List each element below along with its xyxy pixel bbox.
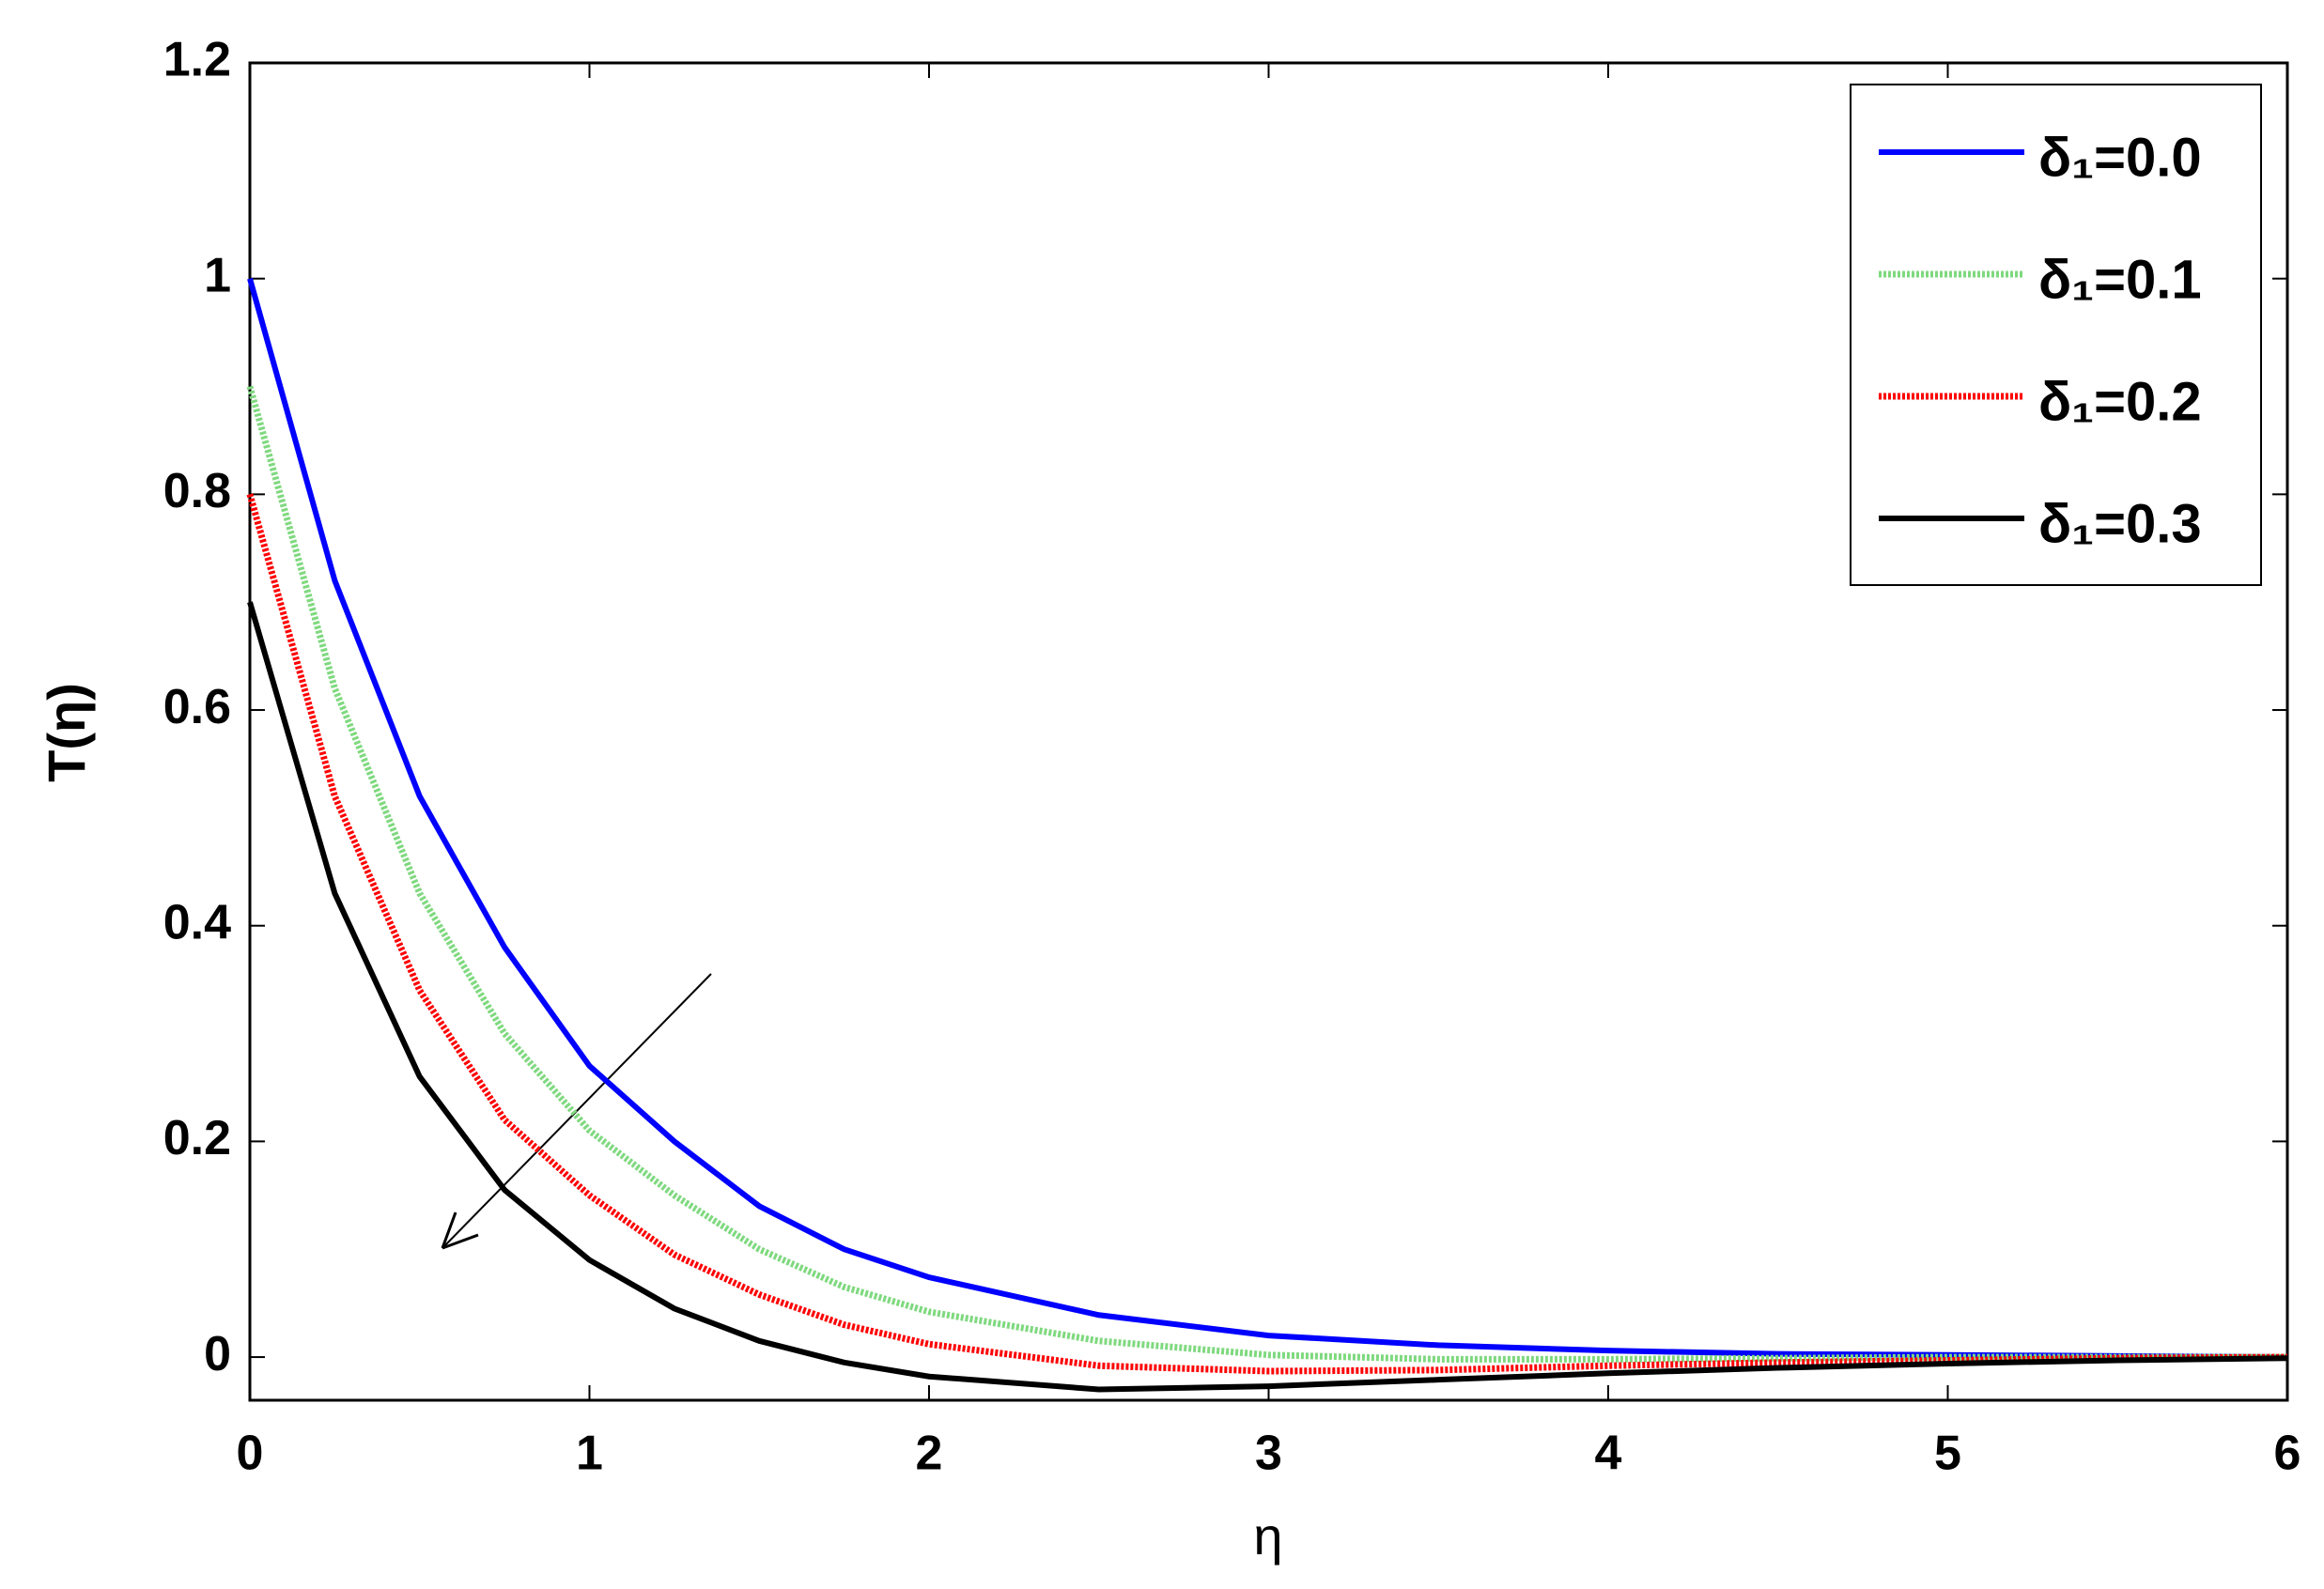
x-tick-label: 6 [2274, 1427, 2301, 1481]
legend-label: δ₁=0.1 [2038, 249, 2202, 310]
annotation-arrow [442, 973, 712, 1249]
y-tick-label: 0.2 [163, 1111, 231, 1165]
legend-box [1850, 84, 2262, 586]
y-tick-label: 0.4 [163, 895, 231, 949]
line-series [247, 277, 2288, 1361]
legend-label: δ₁=0.3 [2038, 493, 2202, 554]
y-tick-label: 1 [204, 248, 231, 302]
legend-label: δ₁=0.2 [2038, 371, 2202, 432]
x-tick-label: 0 [237, 1427, 264, 1481]
x-tick-label: 2 [916, 1427, 943, 1481]
y-axis-label: T(η) [37, 683, 96, 782]
arrow-head [441, 1211, 479, 1250]
y-tick-label: 0.8 [163, 464, 231, 518]
line-series [246, 385, 2287, 1363]
y-tick-label: 0 [204, 1327, 231, 1381]
x-tick-label: 4 [1595, 1427, 1622, 1481]
x-tick-label: 1 [576, 1427, 603, 1481]
line-series [247, 601, 2288, 1393]
legend-label: δ₁=0.0 [2038, 127, 2202, 188]
y-tick-label: 1.2 [163, 33, 231, 87]
y-tick-label: 0.6 [163, 680, 231, 734]
x-tick-label: 3 [1255, 1427, 1282, 1481]
x-tick-label: 5 [1934, 1427, 1961, 1481]
x-axis-label: η [1253, 1506, 1282, 1566]
